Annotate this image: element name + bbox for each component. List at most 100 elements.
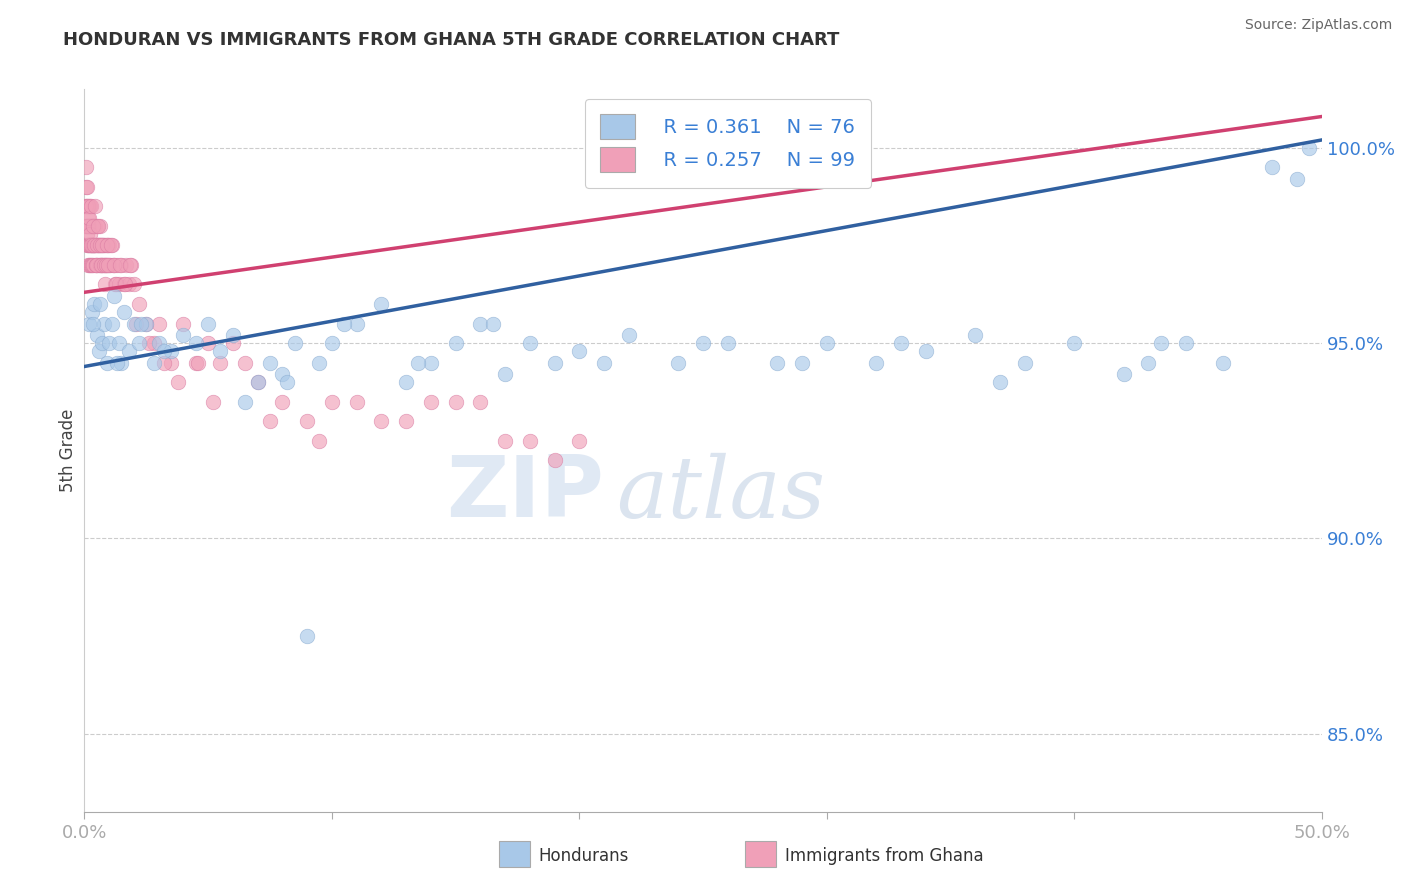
Point	[83, 219, 105, 233]
Point	[118, 277, 141, 292]
Point	[284, 336, 307, 351]
Point	[76, 211, 98, 225]
Point	[1150, 336, 1173, 351]
Point	[75, 219, 97, 233]
Point	[104, 277, 127, 292]
Point	[84, 258, 107, 272]
Point	[83, 238, 105, 252]
Point	[80, 305, 103, 319]
Point	[617, 328, 640, 343]
Point	[87, 219, 110, 233]
Point	[83, 199, 105, 213]
Point	[89, 238, 111, 252]
Point	[79, 258, 101, 272]
Point	[197, 317, 219, 331]
Point	[75, 199, 97, 213]
Point	[965, 328, 987, 343]
Point	[222, 336, 245, 351]
Point	[90, 258, 112, 272]
Point	[97, 238, 120, 252]
Point	[295, 629, 318, 643]
Point	[666, 355, 689, 369]
Point	[98, 258, 121, 272]
Point	[259, 414, 281, 428]
Point	[79, 227, 101, 241]
Point	[100, 238, 122, 252]
Point	[86, 328, 108, 343]
Point	[83, 219, 105, 233]
Point	[120, 258, 142, 272]
Point	[79, 211, 101, 225]
Point	[84, 238, 107, 252]
Point	[395, 375, 418, 389]
Point	[160, 343, 183, 358]
Point	[103, 258, 125, 272]
Point	[79, 219, 101, 233]
Point	[115, 258, 138, 272]
Point	[172, 328, 194, 343]
Point	[90, 238, 112, 252]
Point	[184, 336, 207, 351]
Point	[82, 317, 104, 331]
Point	[101, 258, 124, 272]
Point	[79, 199, 101, 213]
Point	[148, 317, 170, 331]
Point	[77, 258, 100, 272]
Text: Hondurans: Hondurans	[538, 847, 628, 865]
Point	[94, 258, 117, 272]
Point	[83, 238, 105, 252]
Point	[865, 355, 887, 369]
Point	[91, 238, 114, 252]
Point	[80, 219, 103, 233]
Point	[77, 238, 100, 252]
Point	[135, 317, 157, 331]
Point	[128, 336, 150, 351]
Point	[86, 238, 108, 252]
Point	[276, 375, 298, 389]
Point	[79, 238, 101, 252]
Point	[370, 414, 392, 428]
Point	[94, 258, 117, 272]
Point	[93, 258, 115, 272]
Point	[259, 355, 281, 369]
Point	[321, 394, 343, 409]
Point	[346, 317, 368, 331]
Text: Source: ZipAtlas.com: Source: ZipAtlas.com	[1244, 18, 1392, 32]
Point	[1063, 336, 1085, 351]
Point	[890, 336, 912, 351]
Point	[1285, 172, 1308, 186]
Point	[138, 336, 160, 351]
Point	[346, 394, 368, 409]
Point	[1261, 161, 1284, 175]
Point	[128, 297, 150, 311]
Point	[233, 355, 256, 369]
Point	[89, 258, 111, 272]
Point	[543, 355, 565, 369]
Point	[79, 238, 101, 252]
Point	[86, 258, 108, 272]
Point	[494, 368, 516, 382]
Point	[717, 336, 740, 351]
Point	[77, 199, 100, 213]
Point	[89, 238, 111, 252]
Point	[470, 317, 492, 331]
Point	[83, 238, 105, 252]
Point	[86, 238, 108, 252]
Point	[494, 434, 516, 448]
Point	[142, 355, 165, 369]
Point	[152, 343, 174, 358]
Point	[118, 343, 141, 358]
Point	[80, 238, 103, 252]
Point	[222, 328, 245, 343]
Point	[96, 355, 118, 369]
Point	[593, 355, 616, 369]
Point	[108, 277, 131, 292]
Point	[246, 375, 269, 389]
Point	[790, 355, 813, 369]
Legend:   R = 0.361    N = 76,   R = 0.257    N = 99: R = 0.361 N = 76, R = 0.257 N = 99	[585, 99, 870, 188]
Point	[135, 317, 157, 331]
Point	[91, 258, 114, 272]
Point	[80, 258, 103, 272]
Point	[79, 317, 101, 331]
Point	[152, 355, 174, 369]
